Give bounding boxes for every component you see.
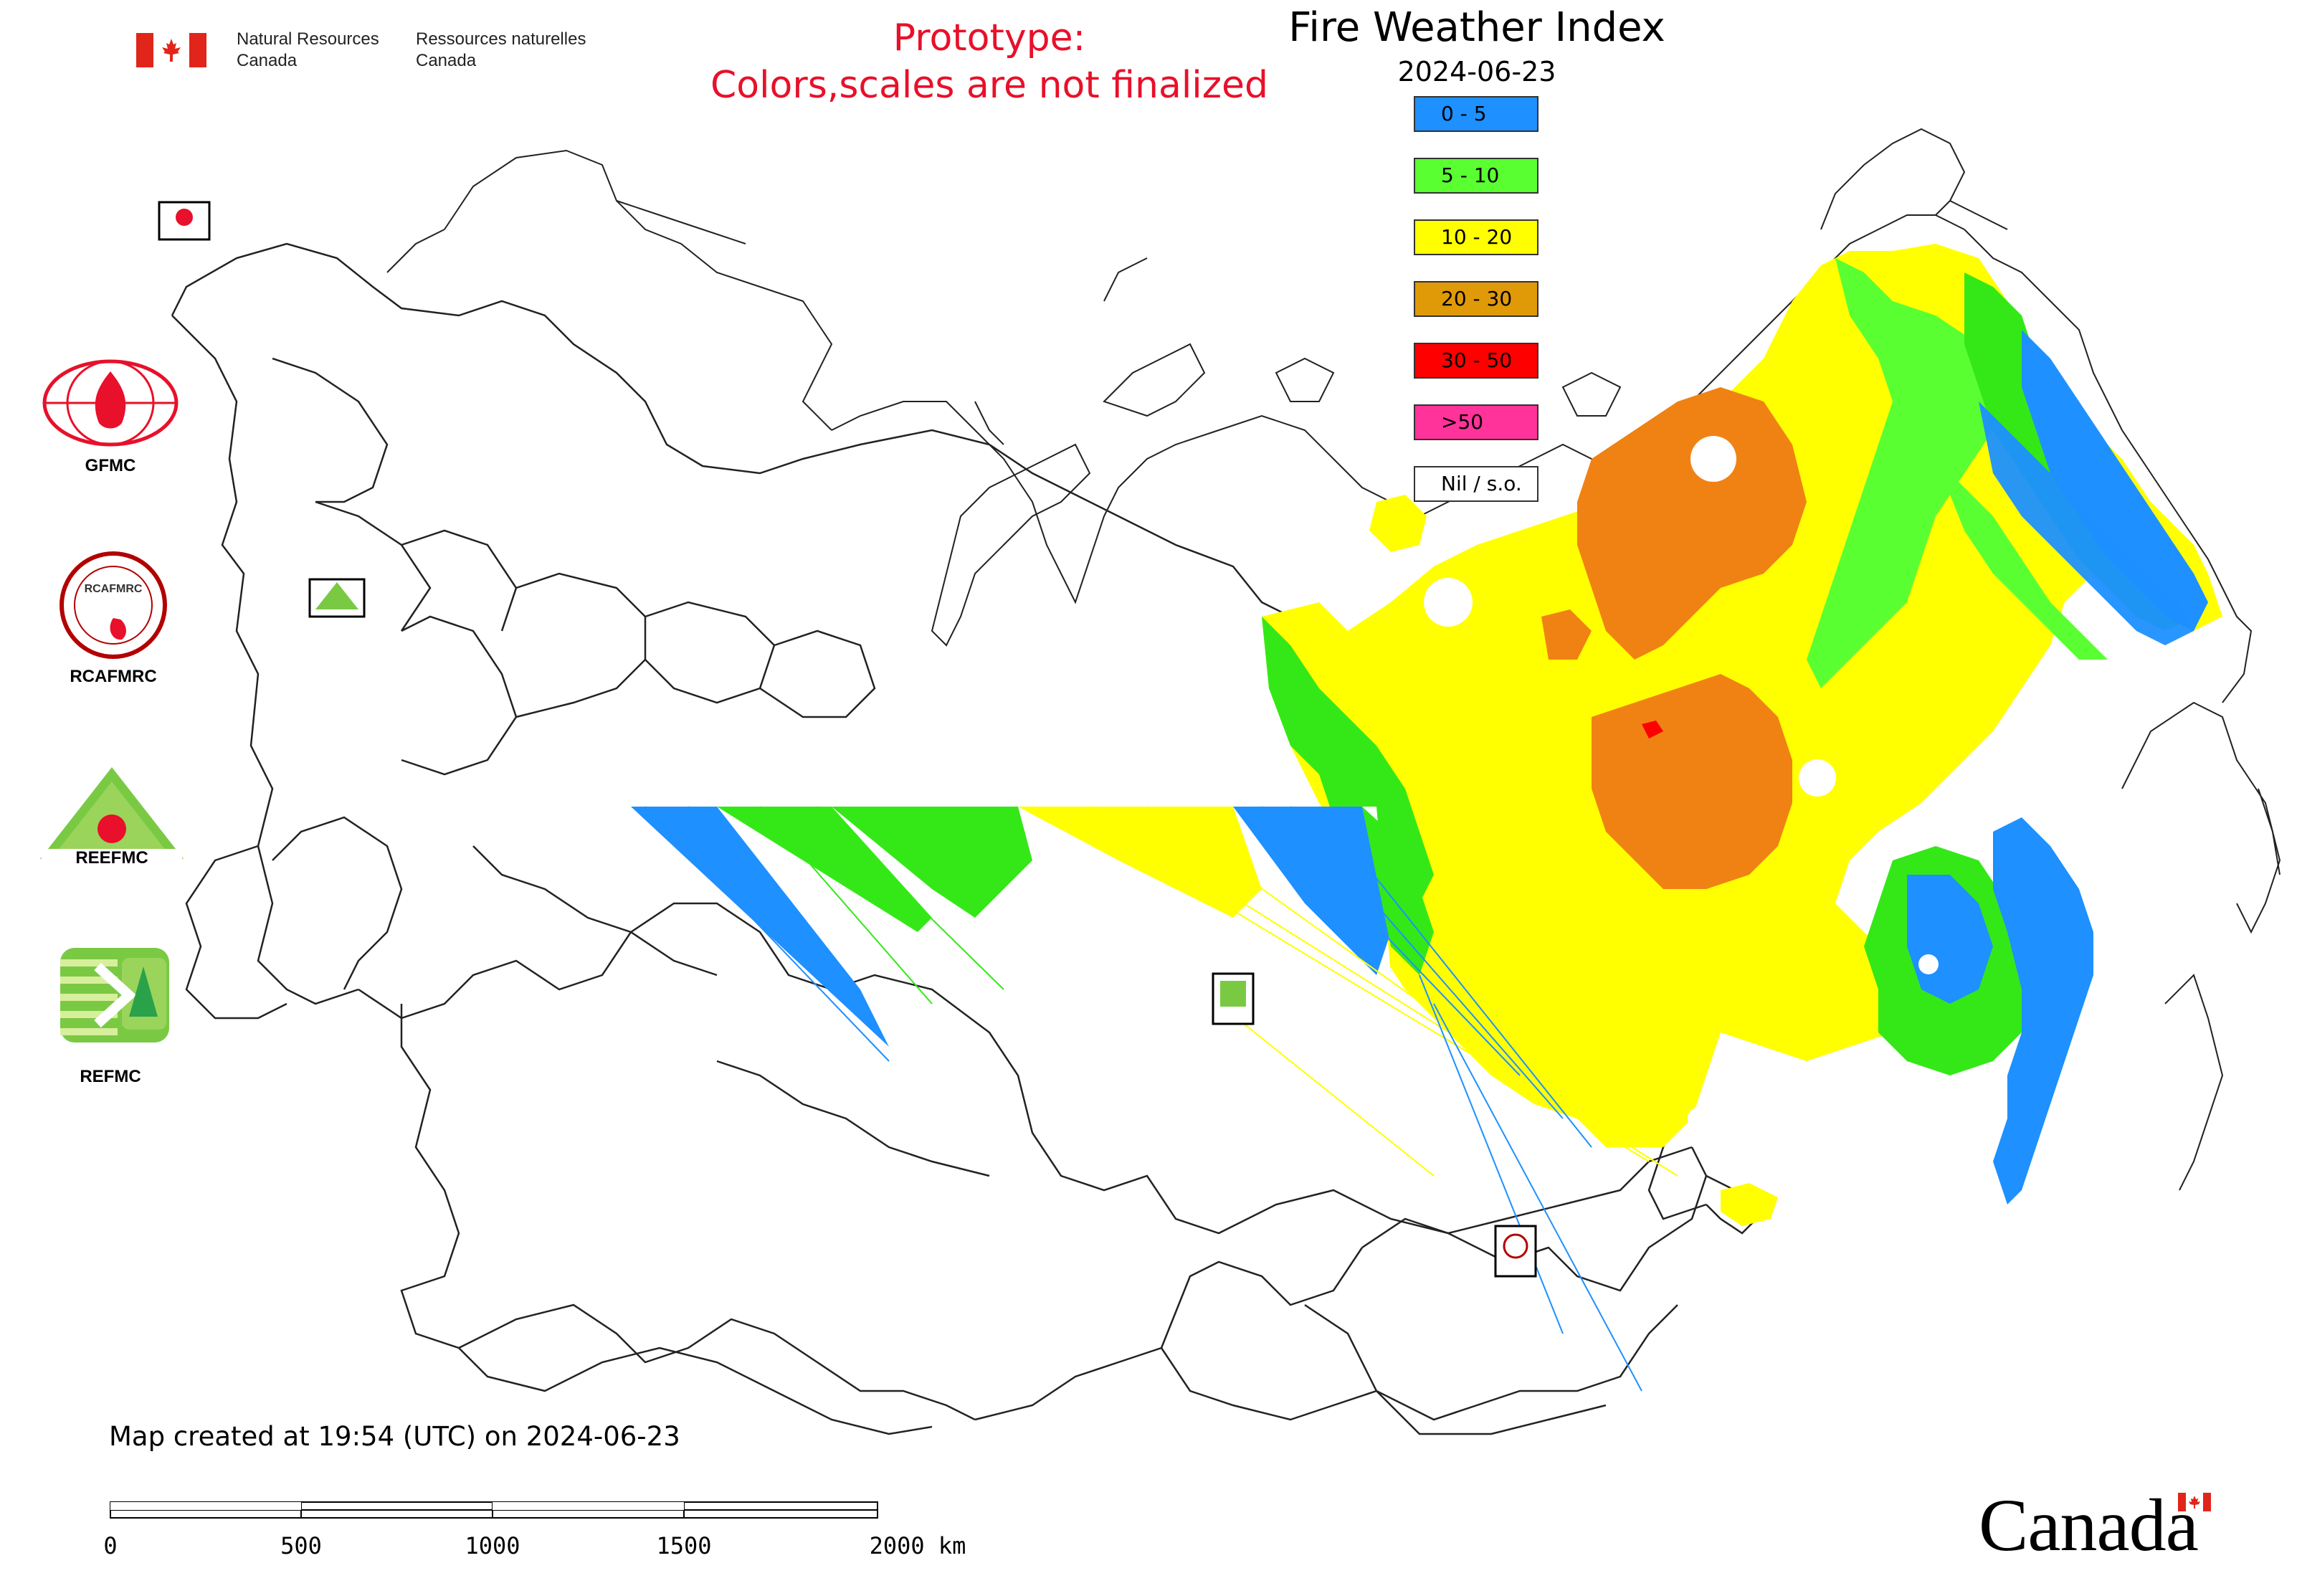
reefmc-logo-icon: REEFMC [40, 767, 184, 868]
scale-label: 0 [103, 1532, 118, 1559]
prototype-notice: Prototype: Colors,scales are not finaliz… [645, 14, 1333, 109]
svg-text:RCAFMRC: RCAFMRC [85, 583, 143, 595]
legend-label: 5 - 10 [1441, 163, 1500, 187]
map-title: Fire Weather Index [1288, 4, 1665, 51]
legend-label: 0 - 5 [1441, 102, 1487, 125]
legend-item-nil: Nil / s.o. [1414, 466, 1538, 502]
legend-label: 30 - 50 [1441, 348, 1513, 372]
rcafmrc-logo-icon: RCAFMRC [60, 551, 167, 659]
prototype-line-2: Colors,scales are not finalized [710, 64, 1269, 107]
rcafmrc-label: RCAFMRC [70, 667, 157, 686]
government-signature: Natural Resources Canada Ressources natu… [136, 29, 624, 79]
country-borders [171, 242, 1758, 1435]
legend-item-10-20: 10 - 20 [1414, 219, 1538, 255]
far-east-coast [2121, 701, 2281, 1191]
legend-label: 10 - 20 [1441, 225, 1513, 249]
canada-wordmark-flag-icon [2178, 1493, 2211, 1511]
scale-label: 1500 [656, 1532, 712, 1559]
scale-label: 1000 [465, 1532, 520, 1559]
canada-flag-icon [136, 33, 206, 67]
svg-text:REEFMC: REEFMC [75, 848, 148, 868]
legend-item-5-10: 5 - 10 [1414, 158, 1538, 194]
legend-label: 20 - 30 [1441, 287, 1513, 310]
scale-label: 2000 km [869, 1532, 966, 1559]
legend-label: >50 [1441, 410, 1484, 434]
fwi-raster [1262, 244, 2222, 1226]
prototype-line-1: Prototype: [893, 16, 1086, 60]
gfmc-logo-icon [42, 359, 179, 447]
department-name-fr: Ressources naturelles Canada [416, 29, 586, 70]
legend-item-0-5: 0 - 5 [1414, 96, 1538, 132]
legend-item-20-30: 20 - 30 [1414, 281, 1538, 317]
legend-label: Nil / s.o. [1441, 472, 1522, 495]
legend-item-30-50: 30 - 50 [1414, 343, 1538, 379]
map-logo-markers [158, 201, 1537, 1278]
gfmc-label: GFMC [85, 456, 136, 475]
scale-label: 500 [280, 1532, 322, 1559]
scale-bar-graphic [110, 1501, 878, 1519]
canada-wordmark: Canada [1979, 1484, 2199, 1567]
fwi-streaks [588, 806, 1678, 1392]
map-created-timestamp: Map created at 19:54 (UTC) on 2024-06-23 [109, 1421, 680, 1452]
department-name-en: Natural Resources Canada [237, 29, 379, 70]
legend-item-over-50: >50 [1414, 404, 1538, 440]
map-date: 2024-06-23 [1397, 56, 1556, 87]
refmc-logo-icon [60, 948, 169, 1042]
refmc-label: REFMC [80, 1067, 141, 1086]
